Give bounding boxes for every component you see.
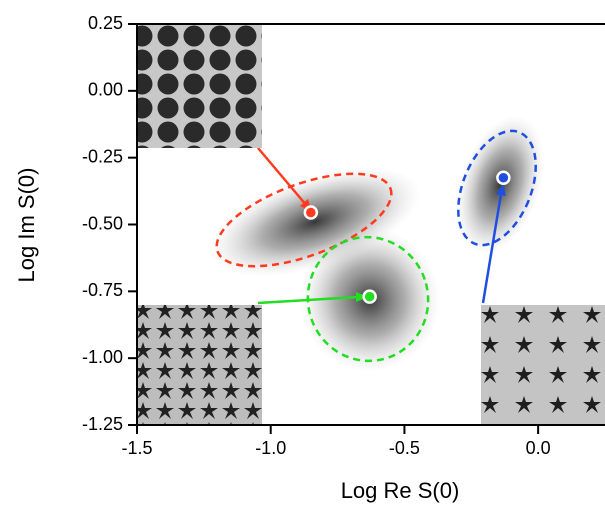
x-tick-label: -1.0 [255,438,286,458]
cluster-center [362,289,377,304]
x-tick-label: -1.5 [121,438,152,458]
y-tick-label: -0.75 [82,280,123,300]
y-tick-label: 0.25 [88,13,123,33]
y-tick-label: -0.25 [82,146,123,166]
x-axis-label: Log Re S(0) [341,478,460,503]
y-axis-label: Log Im S(0) [14,168,39,283]
cluster-center [496,170,511,185]
x-tick-label: -0.5 [389,438,420,458]
x-tick-label: 0.0 [526,438,551,458]
y-tick-label: -1.25 [82,414,123,434]
y-tick-label: 0.00 [88,80,123,100]
y-tick-label: -1.00 [82,347,123,367]
cluster-center [303,205,319,220]
inset-images [137,24,605,425]
y-tick-label: -0.50 [82,213,123,233]
